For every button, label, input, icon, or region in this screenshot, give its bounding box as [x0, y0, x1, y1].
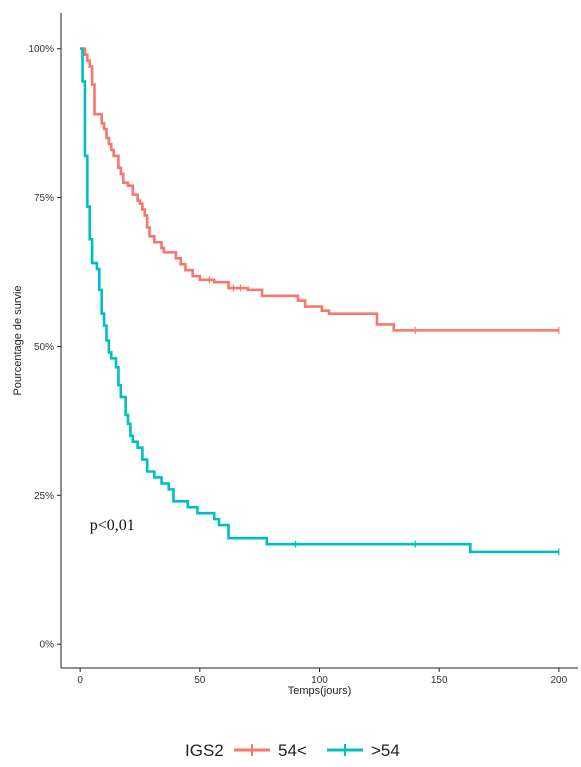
legend-label: >54: [371, 741, 400, 760]
x-tick-label: 200: [551, 675, 568, 686]
legend-title: IGS2: [185, 741, 224, 760]
legend: IGS2 54< >54: [185, 741, 400, 760]
series-line-le-54: [80, 47, 559, 332]
legend-label: 54<: [278, 741, 307, 760]
x-tick-label: 100: [311, 675, 328, 686]
y-axis-title: Pourcentage de survie: [12, 285, 24, 395]
axes: [60, 13, 578, 669]
y-tick-label: 100%: [28, 44, 54, 55]
p-value-annotation: p<0,01: [90, 517, 135, 534]
x-tick-label: 50: [194, 675, 206, 686]
x-tick-label: 0: [77, 675, 83, 686]
y-tick-label: 0%: [40, 640, 55, 651]
y-tick-label: 50%: [34, 342, 54, 353]
series-line-gt-54: [80, 47, 559, 554]
plot-lines: [80, 47, 560, 556]
ticks: 0% 25% 50% 75% 100% 0 50 100 150 200: [28, 44, 567, 686]
x-axis-title: Temps(jours): [288, 685, 352, 697]
x-tick-label: 150: [431, 675, 448, 686]
y-tick-label: 25%: [34, 491, 54, 502]
y-tick-label: 75%: [34, 193, 54, 204]
legend-keys: 54< >54: [234, 741, 400, 760]
